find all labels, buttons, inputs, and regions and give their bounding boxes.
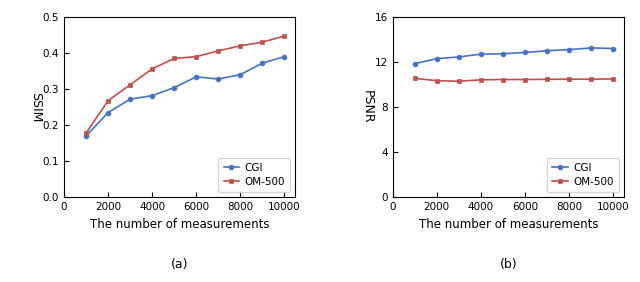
Line: CGI: CGI xyxy=(412,45,616,66)
CGI xyxy=(148,94,156,97)
X-axis label: The number of measurements: The number of measurements xyxy=(419,218,598,231)
Y-axis label: PSNR: PSNR xyxy=(360,90,374,124)
OM-500 xyxy=(236,44,244,47)
CGI xyxy=(170,86,178,89)
CGI xyxy=(280,55,288,58)
Line: OM-500: OM-500 xyxy=(84,34,287,136)
CGI xyxy=(104,111,112,114)
CGI xyxy=(126,98,134,101)
OM-500 xyxy=(521,78,529,81)
CGI xyxy=(82,134,90,138)
Legend: CGI, OM-500: CGI, OM-500 xyxy=(547,158,619,192)
CGI xyxy=(193,75,200,78)
OM-500 xyxy=(433,79,440,82)
OM-500 xyxy=(82,131,90,135)
CGI xyxy=(411,62,419,65)
CGI xyxy=(565,48,573,51)
OM-500 xyxy=(477,78,484,81)
OM-500 xyxy=(587,78,595,81)
CGI xyxy=(499,52,507,56)
Line: CGI: CGI xyxy=(84,54,287,138)
X-axis label: The number of measurements: The number of measurements xyxy=(90,218,269,231)
CGI xyxy=(521,51,529,54)
OM-500 xyxy=(565,78,573,81)
CGI xyxy=(543,49,550,52)
OM-500 xyxy=(609,77,617,81)
OM-500 xyxy=(455,80,463,83)
OM-500 xyxy=(411,77,419,80)
CGI xyxy=(214,77,222,81)
OM-500 xyxy=(280,34,288,38)
Y-axis label: SSIM: SSIM xyxy=(29,92,42,122)
Text: (a): (a) xyxy=(171,258,188,271)
CGI xyxy=(477,52,484,56)
CGI xyxy=(236,73,244,76)
Legend: CGI, OM-500: CGI, OM-500 xyxy=(218,158,290,192)
OM-500 xyxy=(148,67,156,70)
CGI xyxy=(433,57,440,60)
OM-500 xyxy=(543,78,550,81)
Line: OM-500: OM-500 xyxy=(412,76,616,84)
CGI xyxy=(609,47,617,50)
OM-500 xyxy=(499,78,507,81)
OM-500 xyxy=(126,83,134,87)
OM-500 xyxy=(104,99,112,102)
OM-500 xyxy=(259,41,266,44)
OM-500 xyxy=(193,55,200,58)
Text: (b): (b) xyxy=(499,258,517,271)
CGI xyxy=(455,55,463,59)
OM-500 xyxy=(170,57,178,60)
CGI xyxy=(259,61,266,65)
OM-500 xyxy=(214,49,222,52)
CGI xyxy=(587,46,595,50)
